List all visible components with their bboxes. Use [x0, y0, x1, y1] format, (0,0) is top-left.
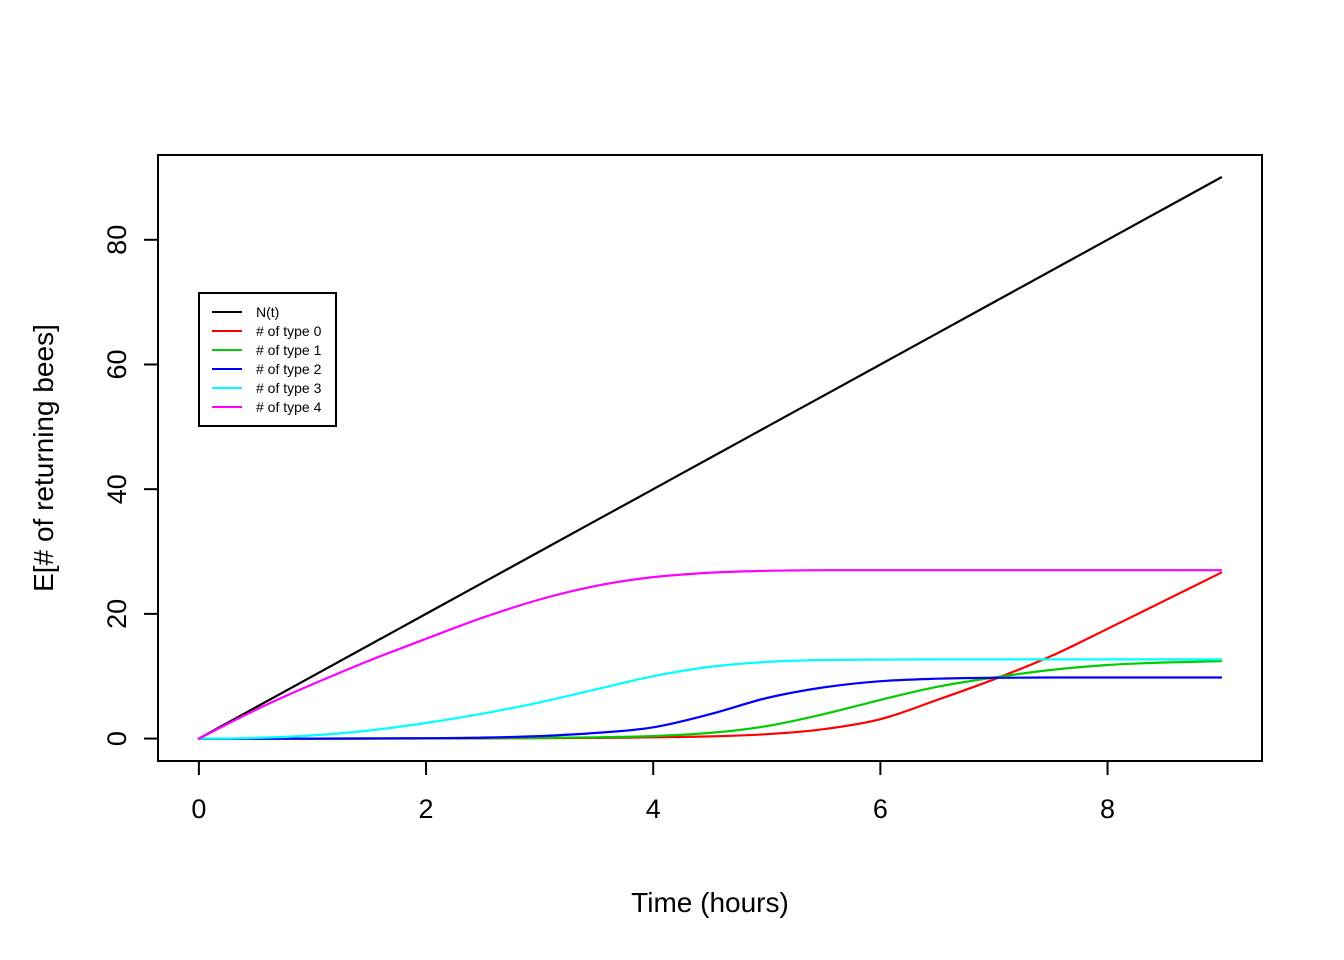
y-tick-label: 40 [102, 474, 132, 504]
legend-line-sample [212, 405, 242, 408]
x-axis-title: Time (hours) [631, 887, 789, 918]
legend-label: # of type 2 [256, 361, 322, 378]
legend-label: # of type 0 [256, 323, 322, 340]
legend-line-sample [212, 387, 242, 389]
legend-row: # of type 0 [200, 322, 335, 341]
legend-line-sample [212, 368, 242, 371]
legend-row: # of type 2 [200, 360, 335, 379]
y-tick-label: 80 [102, 225, 132, 255]
series-line--of-type-1 [197, 660, 1223, 740]
legend-line-sample [212, 311, 242, 314]
y-tick-label: 20 [102, 599, 132, 629]
y-tick-label: 60 [102, 349, 132, 379]
legend-box: N(t) # of type 0 # of type 1 # of type 2 # o… [198, 292, 337, 427]
legend-label: # of type 3 [256, 380, 322, 396]
x-tick-label: 4 [646, 794, 661, 824]
x-tick-label: 0 [191, 794, 206, 824]
legend-label: # of type 4 [256, 398, 322, 415]
series-line-n-t- [197, 176, 1223, 740]
legend-row: # of type 4 [200, 397, 335, 416]
plot-border [157, 154, 1263, 762]
x-tick-label: 8 [1100, 794, 1115, 824]
legend-row: # of type 1 [200, 341, 335, 360]
legend-line-sample [212, 330, 242, 333]
x-tick-label: 2 [419, 794, 434, 824]
series-line--of-type-4 [197, 569, 1223, 740]
y-axis-title: E[# of returning bees] [28, 324, 59, 592]
x-tick-label: 6 [873, 794, 888, 824]
y-tick-label: 0 [102, 731, 132, 746]
legend-row: N(t) [200, 303, 335, 322]
legend-label: # of type 1 [256, 342, 322, 359]
legend-row: # of type 3 [200, 379, 335, 398]
legend-line-sample [212, 349, 242, 352]
series-line--of-type-2 [197, 676, 1223, 740]
legend-label: N(t) [256, 304, 280, 321]
series-line--of-type-3 [197, 658, 1223, 740]
